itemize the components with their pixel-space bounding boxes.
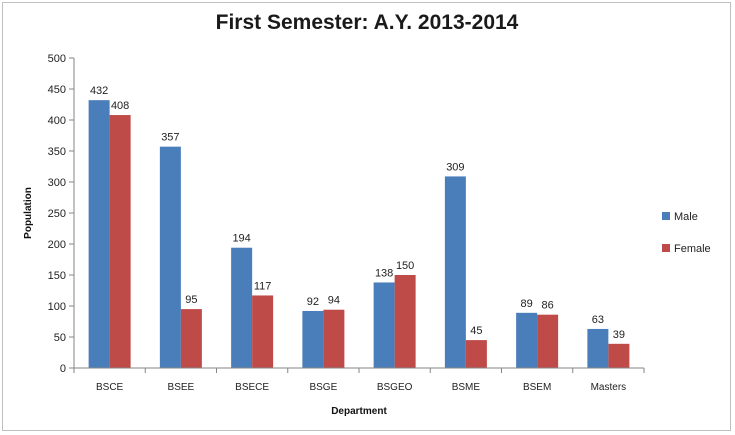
bar-female <box>394 275 416 368</box>
data-label-female: 408 <box>111 100 129 112</box>
y-tick-label: 250 <box>48 208 66 220</box>
data-label-male: 357 <box>161 132 179 144</box>
data-label-male: 92 <box>307 296 319 308</box>
x-tick-label: BSGE <box>309 382 337 393</box>
y-tick-label: 0 <box>60 363 66 375</box>
x-tick-label: Masters <box>591 382 627 393</box>
legend-label-male: Male <box>674 211 698 223</box>
data-label-male: 89 <box>521 298 533 310</box>
y-tick-label: 150 <box>48 270 66 282</box>
bar-female <box>180 309 202 368</box>
bar-female <box>608 343 630 368</box>
bar-male <box>159 146 181 368</box>
data-label-male: 432 <box>90 85 108 97</box>
data-label-female: 39 <box>613 329 625 341</box>
bars <box>88 100 630 368</box>
y-tick-label: 300 <box>48 177 66 189</box>
bar-female <box>537 314 559 368</box>
x-tick-label: BSCE <box>96 382 124 393</box>
data-label-male: 194 <box>232 233 250 245</box>
x-tick-label: BSME <box>452 382 481 393</box>
data-label-female: 45 <box>470 325 482 337</box>
bar-male <box>373 282 395 368</box>
y-axis-title: Population <box>23 187 34 239</box>
legend-label-female: Female <box>674 243 711 255</box>
bar-male <box>444 176 466 368</box>
y-axis-ticks: 0 50 100 150 200 250 300 350 400 450 500 <box>48 53 74 375</box>
bar-male <box>302 310 324 368</box>
data-label-female: 86 <box>542 300 554 312</box>
data-label-male: 138 <box>375 267 393 279</box>
y-tick-label: 500 <box>48 53 66 65</box>
data-label-female: 95 <box>185 294 197 306</box>
y-tick-label: 400 <box>48 115 66 127</box>
data-label-male: 63 <box>592 314 604 326</box>
y-tick-label: 100 <box>48 301 66 313</box>
bar-male <box>231 247 253 368</box>
x-axis-ticks: BSCE BSEE BSECE BSGE BSGEO BSME BSEM Masters <box>73 368 645 393</box>
bar-male <box>587 328 609 368</box>
y-tick-label: 200 <box>48 239 66 251</box>
bar-male <box>516 312 538 368</box>
y-tick-label: 50 <box>54 332 66 344</box>
data-label-female: 150 <box>396 260 414 272</box>
data-label-male: 309 <box>446 161 464 173</box>
legend-swatch-male <box>662 212 670 220</box>
data-label-female: 94 <box>328 295 340 307</box>
x-tick-label: BSGEO <box>377 382 413 393</box>
chart-title: First Semester: A.Y. 2013-2014 <box>216 11 519 34</box>
bar-female <box>109 115 131 368</box>
bar-female <box>252 295 274 368</box>
y-tick-label: 450 <box>48 84 66 96</box>
bar-male <box>88 100 110 368</box>
legend-swatch-female <box>662 244 670 252</box>
x-tick-label: BSEM <box>523 382 551 393</box>
bar-female <box>323 309 345 368</box>
legend: Male Female <box>662 211 711 255</box>
x-tick-label: BSEE <box>168 382 195 393</box>
x-axis-title: Department <box>331 406 387 417</box>
data-label-female: 117 <box>254 280 272 292</box>
x-tick-label: BSECE <box>235 382 269 393</box>
bar-female <box>465 340 487 368</box>
y-tick-label: 350 <box>48 146 66 158</box>
